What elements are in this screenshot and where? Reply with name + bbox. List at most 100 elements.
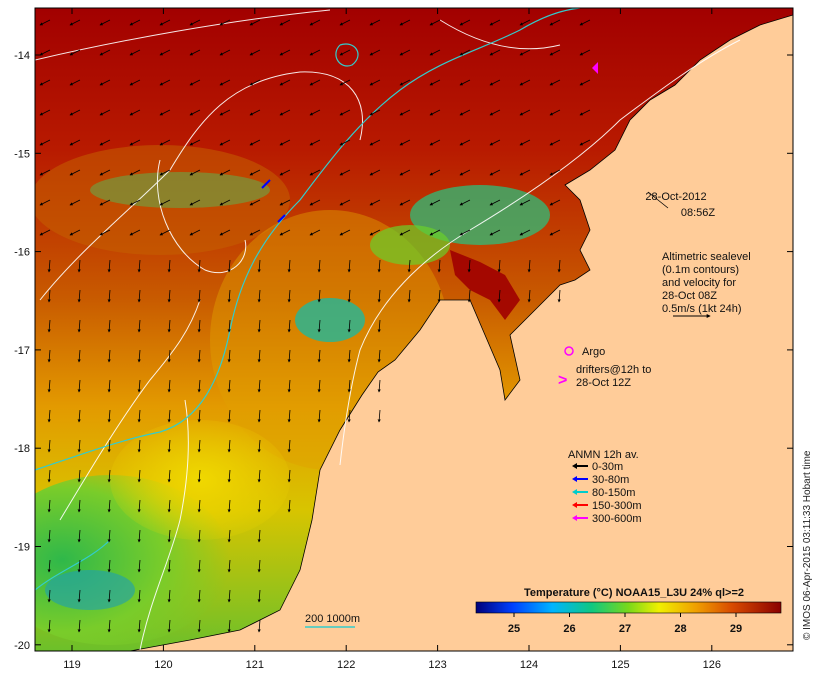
lon-tick-label: 126: [703, 659, 721, 671]
lon-tick-label: 119: [63, 659, 81, 671]
velocity-arrow: [257, 319, 261, 333]
lat-tick-label: -14: [14, 50, 30, 62]
velocity-arrow: [137, 259, 141, 273]
velocity-arrow: [129, 79, 141, 86]
velocity-arrow: [377, 409, 381, 423]
velocity-arrow: [549, 199, 561, 206]
velocity-arrow: [257, 349, 261, 363]
velocity-arrow: [107, 259, 111, 273]
velocity-arrow: [47, 349, 51, 363]
velocity-arrow: [579, 79, 591, 86]
velocity-arrow: [429, 49, 441, 56]
velocity-arrow: [309, 139, 321, 146]
velocity-arrow: [137, 289, 141, 303]
velocity-arrow: [39, 79, 51, 86]
velocity-arrow: [39, 229, 51, 236]
velocity-arrow: [107, 289, 111, 303]
velocity-arrow: [39, 49, 51, 56]
velocity-arrow: [549, 49, 561, 56]
velocity-arrow: [137, 589, 141, 603]
colorbar-title: Temperature (°C) NOAA15_L3U 24% ql>=2: [524, 587, 744, 599]
velocity-arrow: [107, 379, 111, 393]
velocity-arrow: [339, 169, 351, 176]
velocity-arrow: [107, 469, 111, 483]
velocity-arrow: [77, 619, 81, 633]
velocity-arrow: [197, 379, 201, 393]
velocity-arrow: [47, 529, 51, 543]
velocity-arrow: [167, 499, 171, 513]
velocity-arrow: [497, 259, 501, 273]
colorbar-tick-label: 27: [619, 623, 631, 635]
velocity-arrow: [197, 469, 201, 483]
velocity-arrow: [249, 19, 261, 26]
velocity-arrow: [47, 259, 51, 273]
velocity-arrow: [287, 379, 291, 393]
velocity-arrow: [279, 199, 291, 206]
velocity-arrow: [107, 529, 111, 543]
velocity-arrow: [519, 139, 531, 146]
anmn-entry-label: 30-80m: [592, 474, 629, 486]
velocity-arrow: [227, 259, 231, 273]
colorbar-tick-label: 26: [563, 623, 575, 635]
velocity-arrow: [549, 139, 561, 146]
lon-tick-label: 124: [520, 659, 538, 671]
velocity-arrow: [39, 19, 51, 26]
velocity-arrow: [549, 229, 561, 236]
velocity-arrow: [77, 469, 81, 483]
velocity-arrow: [249, 109, 261, 116]
velocity-arrow: [257, 259, 261, 273]
velocity-arrow: [399, 229, 411, 236]
altimetry-line-4: 28-Oct 08Z: [662, 290, 717, 302]
anmn-entry-label: 300-600m: [592, 513, 642, 525]
velocity-arrow: [129, 229, 141, 236]
velocity-arrow: [77, 259, 81, 273]
velocity-arrow: [347, 409, 351, 423]
velocity-arrow: [159, 49, 171, 56]
velocity-arrow: [137, 349, 141, 363]
velocity-arrow: [579, 49, 591, 56]
velocity-arrow: [197, 499, 201, 513]
velocity-arrow: [489, 19, 501, 26]
velocity-arrow: [39, 139, 51, 146]
colorbar-tick-label: 29: [730, 623, 742, 635]
velocity-arrow: [129, 169, 141, 176]
velocity-arrow: [519, 229, 531, 236]
velocity-arrow: [519, 49, 531, 56]
velocity-arrow: [287, 289, 291, 303]
velocity-arrow: [347, 319, 351, 333]
velocity-arrow: [279, 49, 291, 56]
velocity-arrow: [437, 289, 441, 303]
velocity-arrow: [167, 319, 171, 333]
velocity-arrow: [317, 379, 321, 393]
velocity-arrow: [257, 409, 261, 423]
velocity-arrow: [279, 79, 291, 86]
velocity-arrow: [309, 19, 321, 26]
velocity-arrow: [377, 349, 381, 363]
velocity-arrow: [249, 169, 261, 176]
velocity-arrow: [99, 109, 111, 116]
velocity-arrow: [429, 109, 441, 116]
velocity-arrow: [489, 229, 501, 236]
velocity-arrow: [227, 529, 231, 543]
drifter-icon: >: [558, 372, 567, 389]
land-mass: [129, 8, 793, 651]
velocity-arrow: [377, 379, 381, 393]
cool-water-patch: [295, 298, 365, 342]
velocity-arrow: [137, 439, 141, 453]
velocity-arrow: [339, 79, 351, 86]
velocity-arrow: [279, 109, 291, 116]
velocity-arrow: [47, 469, 51, 483]
velocity-arrow: [129, 199, 141, 206]
velocity-arrow: [159, 199, 171, 206]
isobath-legend: 200 1000m: [305, 613, 360, 628]
velocity-arrow: [257, 589, 261, 603]
velocity-arrow: [557, 289, 561, 303]
velocity-arrow: [197, 259, 201, 273]
velocity-arrow: [459, 229, 471, 236]
velocity-arrow: [39, 109, 51, 116]
velocity-arrow: [129, 139, 141, 146]
velocity-arrow: [197, 439, 201, 453]
velocity-arrow: [287, 349, 291, 363]
velocity-arrow: [159, 79, 171, 86]
velocity-arrow: [69, 229, 81, 236]
